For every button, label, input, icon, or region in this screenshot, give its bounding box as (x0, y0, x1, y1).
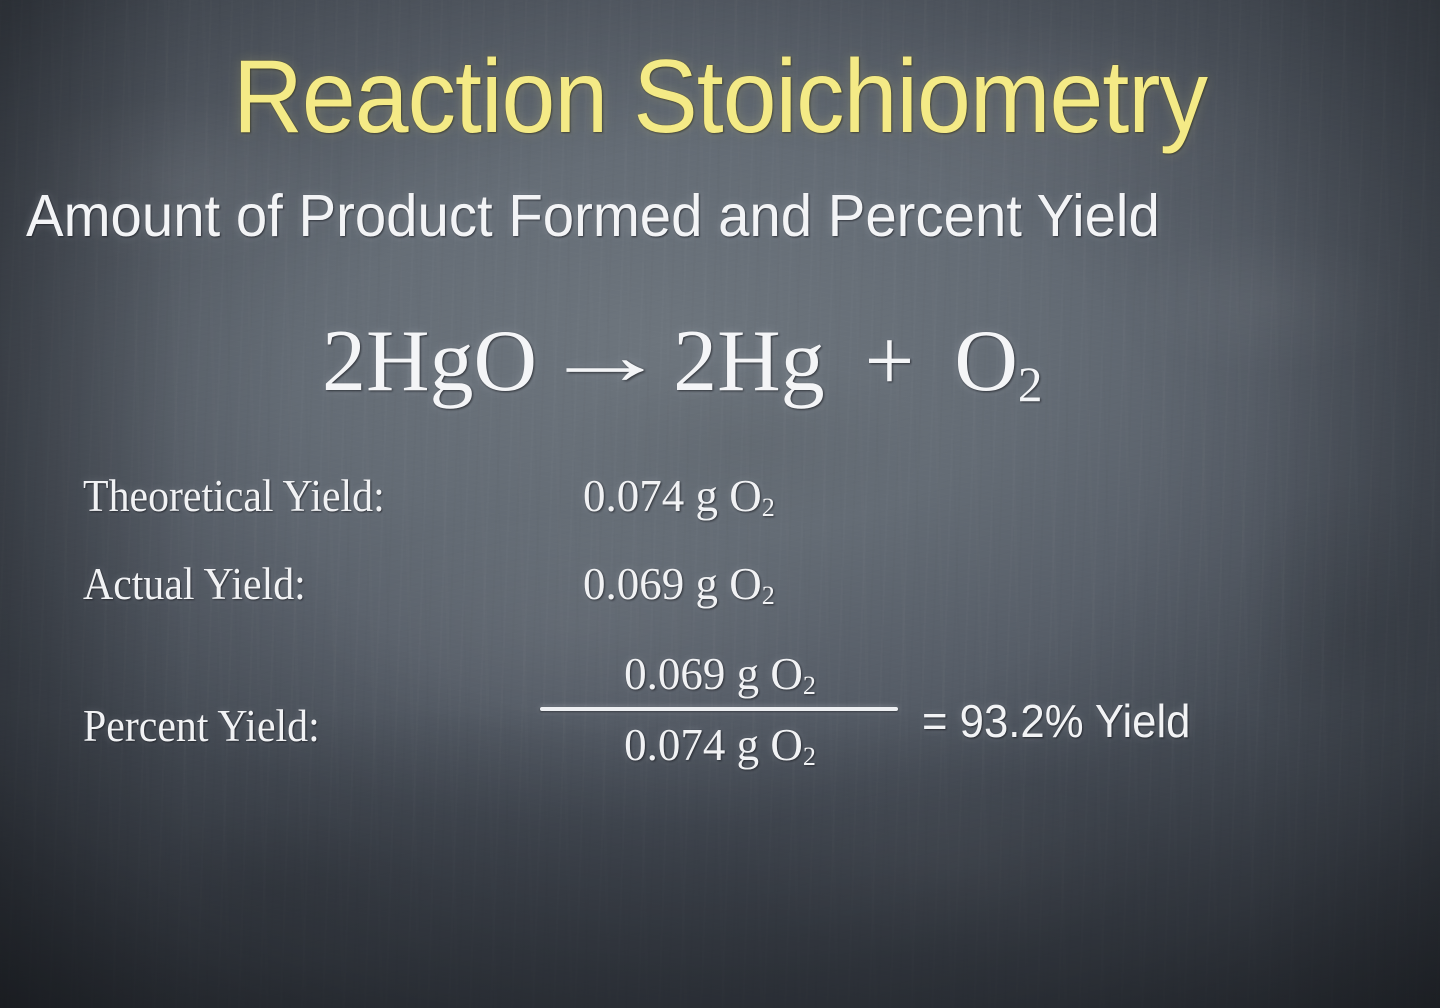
fraction-denominator-number: 0.074 (624, 720, 726, 771)
chalkboard-bottom-shading (0, 708, 1440, 1008)
slide-title: Reaction Stoichiometry (232, 39, 1208, 155)
fraction-denominator-subscript: 2 (802, 742, 816, 772)
fraction-numerator-unit: g O (736, 649, 803, 699)
theoretical-yield-number: 0.074 (583, 471, 685, 521)
theoretical-yield-subscript: 2 (761, 493, 775, 523)
fraction-bar (540, 707, 898, 712)
reaction-arrow-icon: → (540, 310, 671, 403)
chemical-equation: 2HgO→2Hg + O2 (322, 310, 1043, 412)
equation-product1-formula: Hg (717, 313, 825, 410)
slide-subtitle: Amount of Product Formed and Percent Yie… (26, 183, 1160, 249)
percent-yield-result: = 93.2% Yield (922, 695, 1191, 747)
actual-yield-value: 0.069 g O2 (583, 558, 775, 611)
equation-plus-sign: + (864, 313, 915, 410)
equation-product2-element: O (954, 313, 1018, 410)
fraction-numerator-number: 0.069 (624, 649, 726, 699)
actual-yield-unit: g O (695, 559, 762, 609)
actual-yield-subscript: 2 (761, 581, 775, 611)
fraction-denominator-unit: g O (736, 720, 803, 771)
actual-yield-label: Actual Yield: (83, 559, 306, 609)
fraction-numerator: 0.069 g O2 (540, 648, 900, 707)
theoretical-yield-value: 0.074 g O2 (583, 470, 775, 523)
actual-yield-number: 0.069 (583, 559, 685, 609)
equation-product1-coefficient: 2 (673, 313, 718, 410)
percent-yield-fraction: 0.069 g O2 0.074 g O2 (540, 648, 900, 772)
equation-reactant-coefficient: 2 (322, 313, 366, 410)
fraction-numerator-subscript: 2 (802, 671, 816, 701)
theoretical-yield-label: Theoretical Yield: (83, 471, 385, 521)
equation-product2-subscript: 2 (1017, 356, 1043, 412)
equation-reactant-formula: HgO (366, 313, 538, 410)
percent-yield-label: Percent Yield: (83, 701, 320, 751)
theoretical-yield-unit: g O (695, 471, 762, 521)
fraction-denominator: 0.074 g O2 (540, 711, 900, 772)
